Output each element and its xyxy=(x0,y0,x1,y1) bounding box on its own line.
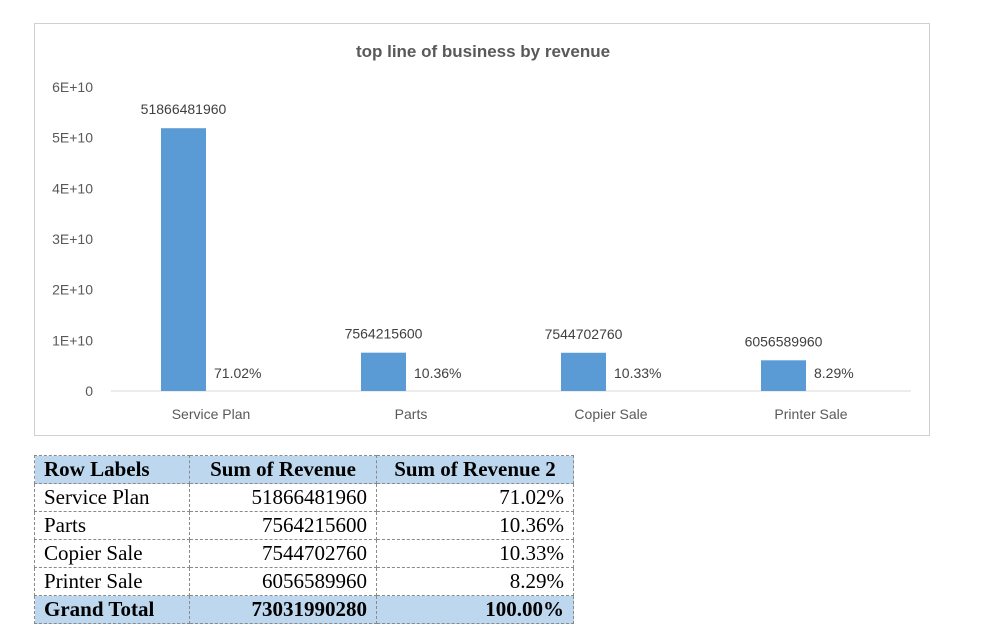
y-tick-label: 5E+10 xyxy=(52,130,93,146)
y-tick-label: 4E+10 xyxy=(52,180,93,196)
table-row: Parts 7564215600 10.36% xyxy=(34,511,574,540)
pivot-header-row: Row Labels Sum of Revenue Sum of Revenue… xyxy=(34,455,574,484)
row-label-cell[interactable]: Parts xyxy=(34,511,190,540)
bar-value-label: 7564215600 xyxy=(345,326,423,342)
bar-value-label: 7544702760 xyxy=(545,326,623,342)
bar-percent-label: 71.02% xyxy=(214,365,261,381)
bar[interactable] xyxy=(561,352,606,391)
bar-percent-label: 10.33% xyxy=(614,365,661,381)
y-tick-label: 6E+10 xyxy=(52,79,93,95)
bar-series: 51866481960 71.02% 7564215600 10.36% 7544702… xyxy=(141,101,854,391)
x-tick-label: Printer Sale xyxy=(774,406,847,422)
percent-cell[interactable]: 10.33% xyxy=(376,539,574,568)
header-row-labels[interactable]: Row Labels xyxy=(34,455,190,484)
grand-total-label[interactable]: Grand Total xyxy=(34,595,190,624)
revenue-cell[interactable]: 7544702760 xyxy=(189,539,377,568)
pivot-table: Row Labels Sum of Revenue Sum of Revenue… xyxy=(34,455,574,624)
x-tick-label: Copier Sale xyxy=(574,406,647,422)
bar[interactable] xyxy=(161,128,206,391)
bar[interactable] xyxy=(761,360,806,391)
percent-cell[interactable]: 71.02% xyxy=(376,483,574,512)
table-row: Printer Sale 6056589960 8.29% xyxy=(34,567,574,596)
revenue-cell[interactable]: 51866481960 xyxy=(189,483,377,512)
y-axis: 0 1E+10 2E+10 3E+10 4E+10 5E+10 6E+10 xyxy=(52,79,93,399)
revenue-cell[interactable]: 6056589960 xyxy=(189,567,377,596)
x-tick-label: Parts xyxy=(395,406,428,422)
header-sum-of-revenue[interactable]: Sum of Revenue xyxy=(189,455,377,484)
row-label-cell[interactable]: Service Plan xyxy=(34,483,190,512)
row-label-cell[interactable]: Copier Sale xyxy=(34,539,190,568)
table-row: Copier Sale 7544702760 10.33% xyxy=(34,539,574,568)
bar-percent-label: 8.29% xyxy=(814,365,854,381)
percent-cell[interactable]: 8.29% xyxy=(376,567,574,596)
bar-value-label: 51866481960 xyxy=(141,101,227,117)
x-tick-label: Service Plan xyxy=(172,406,251,422)
percent-cell[interactable]: 10.36% xyxy=(376,511,574,540)
header-sum-of-revenue-2[interactable]: Sum of Revenue 2 xyxy=(376,455,574,484)
y-tick-label: 1E+10 xyxy=(52,332,93,348)
grand-total-revenue[interactable]: 73031990280 xyxy=(189,595,377,624)
x-axis: Service Plan Parts Copier Sale Printer Sale xyxy=(172,406,848,422)
row-label-cell[interactable]: Printer Sale xyxy=(34,567,190,596)
chart-title: top line of business by revenue xyxy=(356,42,610,61)
chart-area: top line of business by revenue 0 1E+10 2E… xyxy=(34,23,930,436)
bar-chart: top line of business by revenue 0 1E+10 2E… xyxy=(52,42,911,422)
bar[interactable] xyxy=(361,352,406,391)
bar-percent-label: 10.36% xyxy=(414,365,461,381)
y-tick-label: 0 xyxy=(85,383,93,399)
y-tick-label: 3E+10 xyxy=(52,231,93,247)
bar-value-label: 6056589960 xyxy=(745,333,823,349)
y-tick-label: 2E+10 xyxy=(52,282,93,298)
table-row: Service Plan 51866481960 71.02% xyxy=(34,483,574,512)
grand-total-row: Grand Total 73031990280 100.00% xyxy=(34,595,574,624)
revenue-cell[interactable]: 7564215600 xyxy=(189,511,377,540)
grand-total-percent[interactable]: 100.00% xyxy=(376,595,574,624)
